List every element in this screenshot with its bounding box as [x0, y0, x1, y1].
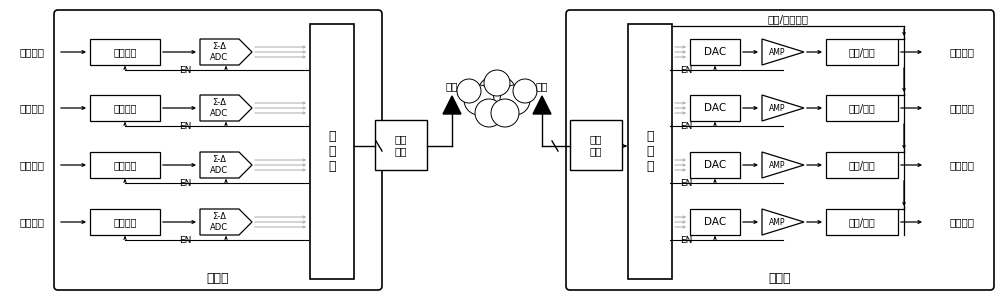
Text: 模拟通道: 模拟通道 — [113, 47, 137, 57]
Text: AMP: AMP — [768, 47, 785, 57]
Text: 模拟输出: 模拟输出 — [950, 103, 975, 113]
Bar — [690, 39, 740, 65]
Polygon shape — [762, 39, 804, 65]
Bar — [90, 152, 160, 178]
Text: 电压/电流: 电压/电流 — [849, 217, 875, 227]
Text: 无线
模块: 无线 模块 — [590, 134, 602, 156]
Text: 电压/电流: 电压/电流 — [849, 160, 875, 170]
Text: EN: EN — [179, 65, 191, 74]
Bar — [826, 152, 898, 178]
Text: AMP: AMP — [768, 103, 785, 113]
Polygon shape — [200, 209, 252, 235]
FancyBboxPatch shape — [566, 10, 994, 290]
Text: DAC: DAC — [704, 103, 726, 113]
Bar — [90, 39, 160, 65]
Text: 模拟输出: 模拟输出 — [950, 47, 975, 57]
Polygon shape — [533, 96, 551, 114]
Text: AMP: AMP — [768, 161, 785, 170]
Text: 模拟通道: 模拟通道 — [113, 160, 137, 170]
Bar — [628, 24, 672, 279]
Circle shape — [513, 79, 537, 103]
Text: 模拟信号: 模拟信号 — [20, 47, 45, 57]
Text: 模拟输出: 模拟输出 — [950, 160, 975, 170]
Text: 电压/电流: 电压/电流 — [849, 103, 875, 113]
Text: EN: EN — [680, 236, 692, 244]
Bar — [690, 152, 740, 178]
Text: 模拟信号: 模拟信号 — [20, 217, 45, 227]
Text: EN: EN — [680, 65, 692, 74]
Bar — [826, 209, 898, 235]
Text: EN: EN — [179, 121, 191, 130]
Bar — [690, 95, 740, 121]
Text: Σ-Δ
ADC: Σ-Δ ADC — [210, 42, 229, 62]
Circle shape — [491, 99, 519, 127]
Polygon shape — [762, 95, 804, 121]
Text: EN: EN — [179, 178, 191, 188]
Text: DAC: DAC — [704, 160, 726, 170]
Polygon shape — [762, 152, 804, 178]
Bar — [90, 209, 160, 235]
Text: 无线
模块: 无线 模块 — [395, 134, 407, 156]
Circle shape — [475, 99, 503, 127]
Circle shape — [484, 70, 510, 96]
Text: AMP: AMP — [768, 218, 785, 226]
Bar — [375, 120, 427, 170]
Text: 控
制
器: 控 制 器 — [646, 130, 654, 173]
Circle shape — [500, 85, 530, 115]
Bar — [90, 95, 160, 121]
Text: DAC: DAC — [704, 47, 726, 57]
Text: EN: EN — [680, 121, 692, 130]
Text: 模拟信号: 模拟信号 — [20, 160, 45, 170]
Polygon shape — [200, 39, 252, 65]
Polygon shape — [762, 209, 804, 235]
Text: 模拟信号: 模拟信号 — [20, 103, 45, 113]
Circle shape — [464, 85, 494, 115]
Text: 采集器: 采集器 — [207, 271, 229, 285]
Text: 模拟通道: 模拟通道 — [113, 103, 137, 113]
Bar — [570, 120, 622, 170]
Bar — [826, 95, 898, 121]
Text: 天线: 天线 — [536, 81, 548, 91]
Polygon shape — [443, 96, 461, 114]
FancyBboxPatch shape — [54, 10, 382, 290]
Circle shape — [477, 75, 517, 115]
Circle shape — [457, 79, 481, 103]
Text: Σ-Δ
ADC: Σ-Δ ADC — [210, 212, 229, 232]
Polygon shape — [200, 95, 252, 121]
Polygon shape — [200, 152, 252, 178]
Bar — [826, 39, 898, 65]
Text: DAC: DAC — [704, 217, 726, 227]
Text: EN: EN — [680, 178, 692, 188]
Text: EN: EN — [179, 236, 191, 244]
Text: 电压/电流: 电压/电流 — [849, 47, 875, 57]
Bar — [690, 209, 740, 235]
Text: 控
制
器: 控 制 器 — [328, 130, 336, 173]
Text: 电压/电流选择: 电压/电流选择 — [768, 14, 808, 24]
Text: 模拟输出: 模拟输出 — [950, 217, 975, 227]
Text: 接收器: 接收器 — [769, 271, 791, 285]
Text: Σ-Δ
ADC: Σ-Δ ADC — [210, 155, 229, 175]
Bar — [310, 24, 354, 279]
Text: 天线: 天线 — [446, 81, 458, 91]
Text: 模拟通道: 模拟通道 — [113, 217, 137, 227]
Text: Σ-Δ
ADC: Σ-Δ ADC — [210, 98, 229, 118]
